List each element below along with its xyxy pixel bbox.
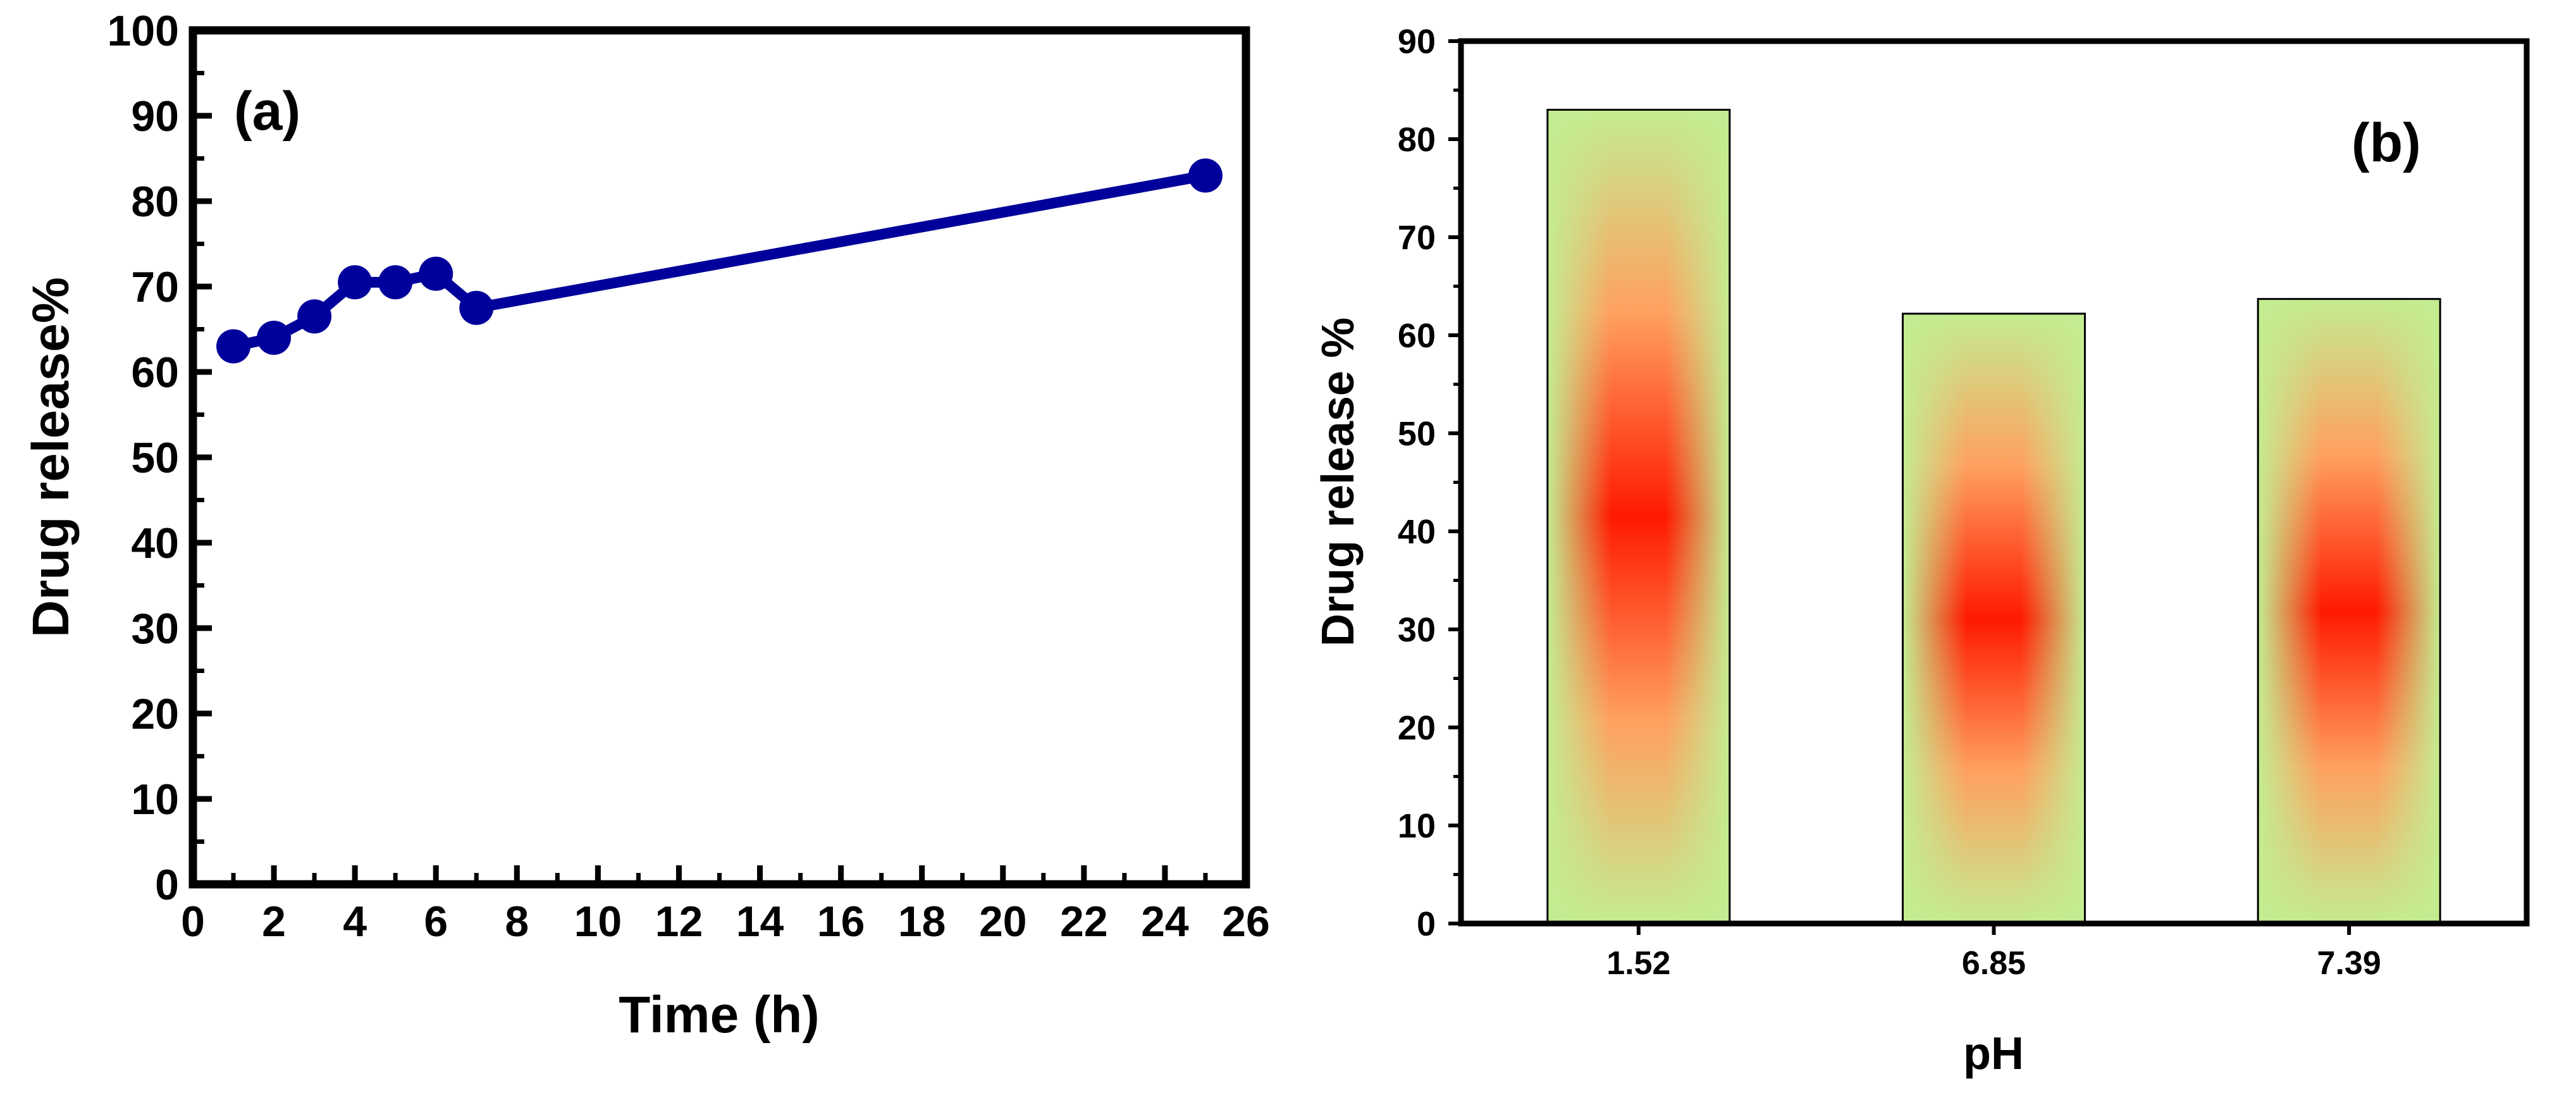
x-axis-label-b: pH — [1963, 1029, 2024, 1079]
y-tick-label-a: 100 — [108, 7, 179, 55]
y-tick-label-a: 0 — [155, 861, 179, 909]
x-tick-label-a: 8 — [505, 898, 529, 946]
y-tick-label-b: 0 — [1417, 905, 1436, 943]
x-tick-label-a: 2 — [262, 898, 286, 946]
y-axis-ticks-a: 0 10 20 30 40 50 60 70 80 90 100 — [108, 7, 212, 909]
series-line-segment — [471, 170, 1211, 314]
y-tick-label-b: 90 — [1398, 23, 1436, 61]
x-tick-label-a: 14 — [736, 898, 784, 946]
x-tick-label-a: 12 — [655, 898, 703, 946]
x-tick-label-a: 16 — [817, 898, 865, 946]
y-tick-label-b: 10 — [1398, 807, 1436, 845]
data-point — [419, 256, 453, 291]
y-tick-label-b: 30 — [1398, 611, 1436, 649]
x-tick-label-a: 10 — [574, 898, 622, 946]
panel-label-a: (a) — [234, 81, 300, 142]
x-axis-label-a: Time (h) — [619, 986, 819, 1044]
y-axis-label-b: Drug release % — [1313, 318, 1364, 646]
y-tick-label-a: 50 — [131, 434, 179, 482]
panel-label-b: (b) — [2351, 113, 2421, 173]
y-tick-label-b: 40 — [1398, 513, 1436, 551]
data-point — [338, 265, 373, 300]
x-tick-label-a: 18 — [898, 898, 946, 946]
y-tick-label-a: 10 — [131, 776, 179, 824]
x-tick-label-b: 7.39 — [2317, 945, 2381, 982]
data-point — [378, 265, 413, 300]
x-tick-label-b: 6.85 — [1962, 945, 2026, 982]
data-point — [297, 299, 332, 334]
x-axis-ticks-a: 0 2 4 6 8 10 12 14 16 18 20 22 24 26 — [181, 865, 1270, 946]
bar-overlay — [1902, 312, 2086, 925]
y-tick-label-a: 30 — [131, 605, 179, 653]
bars-b — [1546, 109, 2441, 925]
y-tick-label-a: 40 — [131, 519, 179, 567]
x-tick-label-a: 0 — [181, 898, 205, 946]
y-tick-label-b: 60 — [1398, 317, 1436, 355]
data-point — [1188, 158, 1223, 193]
series-a — [216, 158, 1223, 364]
y-tick-label-a: 80 — [131, 178, 179, 226]
x-tick-label-a: 4 — [343, 898, 367, 946]
x-tick-label-a: 20 — [979, 898, 1027, 946]
data-point — [257, 321, 292, 355]
x-tick-label-a: 24 — [1141, 898, 1189, 946]
y-axis-ticks-b: 0 10 20 30 40 50 60 70 80 90 — [1398, 23, 1461, 943]
y-axis-label-a: Drug release% — [22, 277, 80, 638]
x-tick-label-a: 22 — [1060, 898, 1108, 946]
x-tick-label-b: 1.52 — [1606, 945, 1670, 982]
x-axis-ticks-b: 1.52 6.85 7.39 — [1606, 924, 2381, 982]
x-tick-label-a: 26 — [1222, 898, 1270, 946]
data-point — [216, 329, 251, 364]
y-tick-label-b: 70 — [1398, 219, 1436, 257]
y-tick-label-a: 20 — [131, 690, 179, 738]
data-point — [459, 290, 494, 325]
y-tick-label-b: 50 — [1398, 415, 1436, 453]
y-tick-label-b: 20 — [1398, 709, 1436, 747]
bar-overlay — [2257, 298, 2441, 925]
y-tick-label-a: 60 — [131, 349, 179, 397]
y-tick-label-b: 80 — [1398, 121, 1436, 159]
plot-frame-a — [188, 26, 1250, 889]
y-tick-label-a: 70 — [131, 263, 179, 311]
bar-overlay — [1546, 109, 1731, 925]
y-tick-label-a: 90 — [131, 92, 179, 140]
x-tick-label-a: 6 — [424, 898, 448, 946]
